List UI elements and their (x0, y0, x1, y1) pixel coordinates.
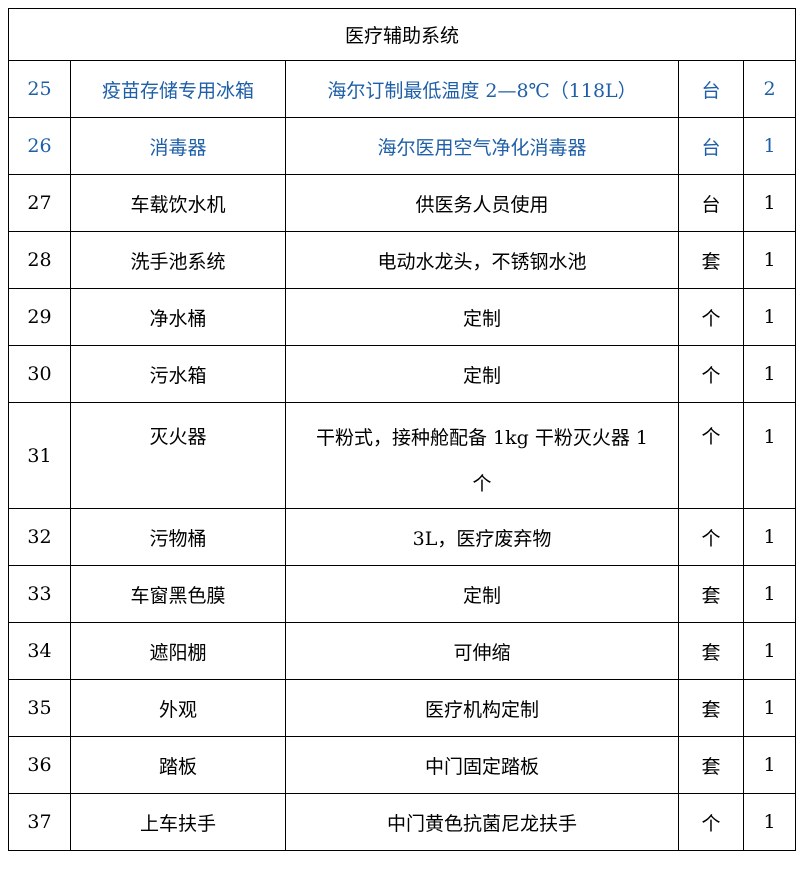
table-body: 医疗辅助系统 25 疫苗存储专用冰箱 海尔订制最低温度 2—8℃（118L）台 2 26… (7, 8, 797, 851)
item-name: 疫苗存储专用冰箱 (70, 60, 286, 118)
item-quantity: 1 (742, 508, 797, 566)
item-unit: 套 (678, 231, 744, 289)
item-spec: 海尔医用空气净化消毒器 (285, 117, 679, 175)
item-number: 37 (8, 793, 71, 851)
table-row: 32 污物桶 3L，医疗废弃物个 1 (8, 508, 797, 566)
item-name: 洗手池系统 (70, 231, 286, 289)
item-spec: 中门固定踏板 (285, 736, 679, 794)
item-spec: 干粉式，接种舱配备 1kg 干粉灭火器 1 个 (285, 402, 679, 509)
item-unit: 台 (678, 117, 744, 175)
item-number: 26 (8, 117, 71, 175)
item-spec: 定制 (285, 345, 679, 403)
table-row: 27 车载饮水机 供医务人员使用台 1 (8, 174, 797, 232)
item-quantity: 1 (742, 679, 797, 737)
item-number: 29 (8, 288, 71, 346)
item-quantity: 1 (742, 288, 797, 346)
item-quantity: 2 (742, 60, 797, 118)
item-name: 踏板 (70, 736, 286, 794)
item-spec: 供医务人员使用 (285, 174, 679, 232)
item-number: 30 (8, 345, 71, 403)
item-name: 遮阳棚 (70, 622, 286, 680)
item-name: 外观 (70, 679, 286, 737)
item-name: 污水箱 (70, 345, 286, 403)
item-name: 消毒器 (70, 117, 286, 175)
item-number: 27 (8, 174, 71, 232)
item-unit: 个 (678, 402, 744, 509)
item-unit: 台 (678, 174, 744, 232)
item-quantity: 1 (742, 736, 797, 794)
item-quantity: 1 (742, 565, 797, 623)
table-row: 30 污水箱 定制个 1 (8, 345, 797, 403)
table-row: 29 净水桶 定制个 1 (8, 288, 797, 346)
item-name: 灭火器 (70, 402, 286, 509)
item-number: 28 (8, 231, 71, 289)
item-name: 净水桶 (70, 288, 286, 346)
table-row: 35 外观 医疗机构定制套 1 (8, 679, 797, 737)
table-row: 36 踏板 中门固定踏板套 1 (8, 736, 797, 794)
item-quantity: 1 (742, 622, 797, 680)
item-unit: 套 (678, 736, 744, 794)
item-spec: 可伸缩 (285, 622, 679, 680)
item-number: 25 (8, 60, 71, 118)
item-spec: 海尔订制最低温度 2—8℃（118L） (285, 60, 679, 118)
item-number: 33 (8, 565, 71, 623)
item-number: 31 (8, 402, 71, 509)
item-unit: 个 (678, 288, 744, 346)
table-row: 26 消毒器 海尔医用空气净化消毒器台 1 (8, 117, 797, 175)
item-name: 污物桶 (70, 508, 286, 566)
item-unit: 个 (678, 508, 744, 566)
item-name: 车窗黑色膜 (70, 565, 286, 623)
item-unit: 个 (678, 793, 744, 851)
item-number: 36 (8, 736, 71, 794)
item-unit: 台 (678, 60, 744, 118)
item-name: 车载饮水机 (70, 174, 286, 232)
item-unit: 套 (678, 565, 744, 623)
item-unit: 个 (678, 345, 744, 403)
table-row: 28 洗手池系统 电动水龙头，不锈钢水池套 1 (8, 231, 797, 289)
item-quantity: 1 (742, 345, 797, 403)
item-number: 35 (8, 679, 71, 737)
item-unit: 套 (678, 622, 744, 680)
table-title: 医疗辅助系统 (7, 8, 797, 61)
item-unit: 套 (678, 679, 744, 737)
equipment-table: 医疗辅助系统 25 疫苗存储专用冰箱 海尔订制最低温度 2—8℃（118L）台 2 26… (7, 8, 797, 851)
item-spec: 定制 (285, 288, 679, 346)
item-quantity: 1 (742, 793, 797, 851)
item-spec: 定制 (285, 565, 679, 623)
item-number: 32 (8, 508, 71, 566)
table-row: 34 遮阳棚 可伸缩套 1 (8, 622, 797, 680)
table-row: 25 疫苗存储专用冰箱 海尔订制最低温度 2—8℃（118L）台 2 (8, 60, 797, 118)
item-spec: 电动水龙头，不锈钢水池 (285, 231, 679, 289)
item-spec: 中门黄色抗菌尼龙扶手 (285, 793, 679, 851)
item-spec: 3L，医疗废弃物 (285, 508, 679, 566)
item-quantity: 1 (742, 117, 797, 175)
table-row: 33 车窗黑色膜 定制套 1 (8, 565, 797, 623)
item-quantity: 1 (742, 402, 797, 509)
item-number: 34 (8, 622, 71, 680)
item-name: 上车扶手 (70, 793, 286, 851)
item-quantity: 1 (742, 174, 797, 232)
table-row: 37 上车扶手 中门黄色抗菌尼龙扶手个 1 (8, 793, 797, 851)
item-quantity: 1 (742, 231, 797, 289)
item-spec: 医疗机构定制 (285, 679, 679, 737)
title-row: 医疗辅助系统 (7, 8, 797, 61)
